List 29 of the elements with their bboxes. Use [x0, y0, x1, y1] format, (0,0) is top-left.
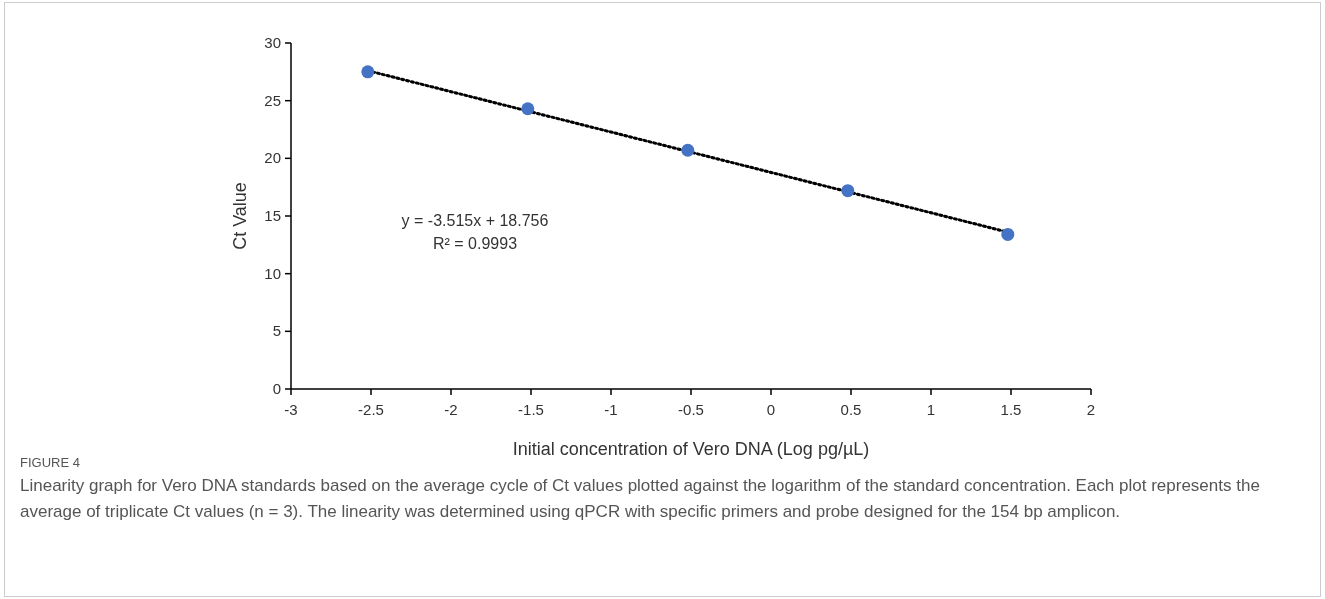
point: [841, 184, 855, 198]
x-tick-label: 1: [926, 401, 936, 418]
y-tick-label: 30: [264, 34, 281, 51]
x-tick-label: -2: [444, 401, 458, 418]
point: [361, 65, 375, 79]
point: [521, 102, 535, 116]
y-tick-label: 5: [272, 322, 281, 340]
y-tick-label: 0: [272, 380, 281, 397]
y-tick-label: 20: [264, 149, 281, 167]
annotation: R² = 0.9993: [432, 235, 518, 252]
x-axis-title: Initial concentration of Vero DNA (Log pg/µL): [512, 439, 870, 459]
y-tick-label: 15: [264, 207, 281, 224]
x-tick-label: 1.5: [1000, 401, 1022, 418]
x-tick-label: 0: [766, 401, 776, 418]
x-tick-label: -3: [284, 401, 298, 418]
x-tick-label: -0.5: [678, 401, 704, 418]
x-tick-label: -1.5: [518, 401, 544, 418]
x-tick-label: 2: [1086, 401, 1096, 418]
y-axis-title: Ct Value: [230, 182, 250, 250]
caption: FIGURE 4: [20, 455, 80, 470]
text: Linearity graph for Vero DNA standards based on the average cycle of Ct values plotted against the logarithm of the standard concentration. Each plot represents the average of triplicate Ct values (n = 3). The linearity was determined using qPCR with specific primers and probe designed for the 154 bp amplicon.: [20, 476, 1260, 521]
y-tick-label: 25: [264, 91, 281, 109]
x-tick-label: 0.5: [840, 401, 862, 418]
point: [681, 143, 695, 157]
point: [1001, 227, 1015, 241]
y-tick-label: 10: [264, 264, 281, 282]
x-tick-label: -1: [604, 401, 618, 418]
annotation: y = -3.515x + 18.756: [401, 212, 549, 229]
x-tick-label: -2.5: [358, 401, 384, 418]
